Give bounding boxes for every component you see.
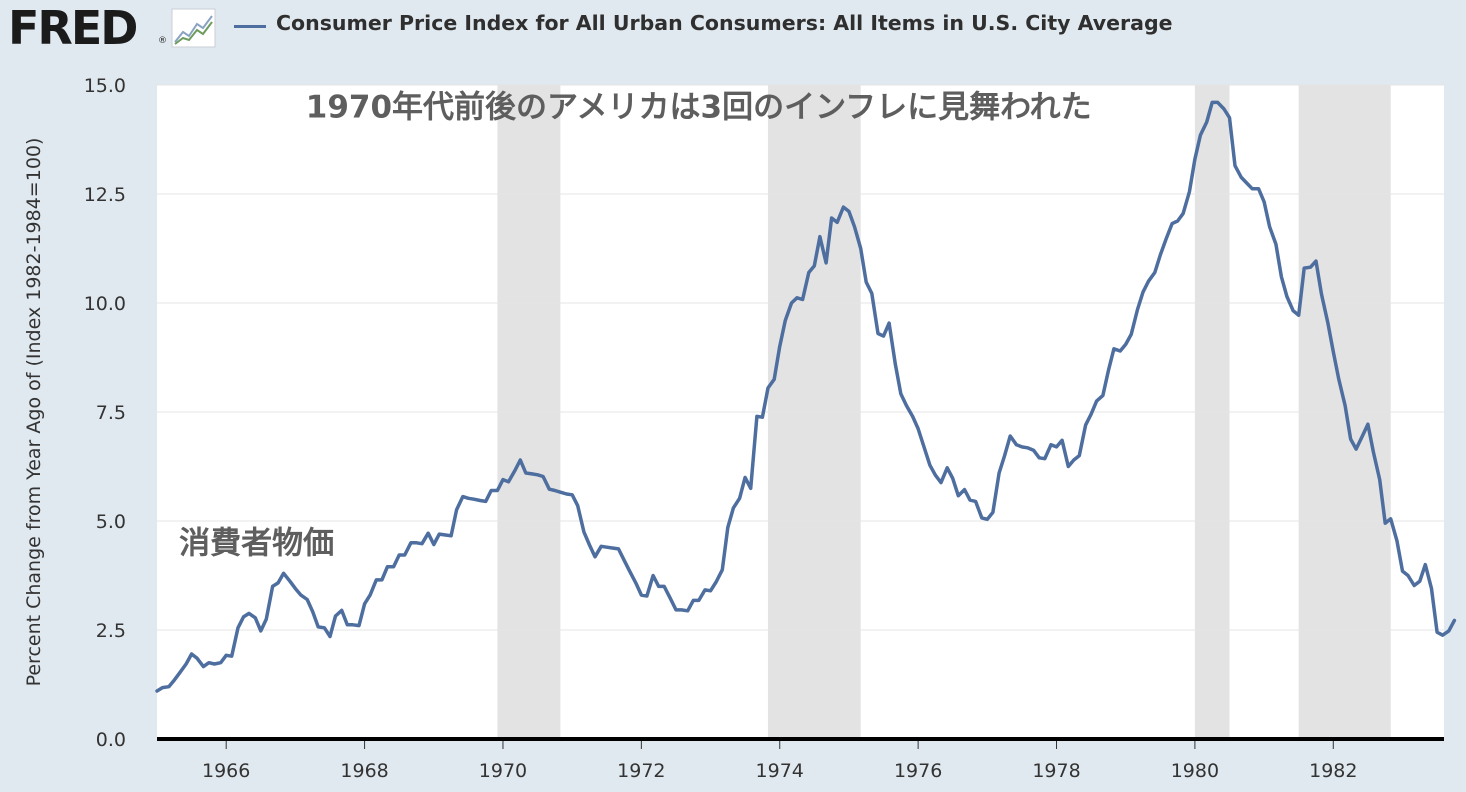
x-axis-ticks: 1966 1968 1970 1972 1974 1976 1978 1980 1982 bbox=[202, 739, 1357, 782]
legend-swatch bbox=[234, 25, 266, 28]
y-tick-label: 7.5 bbox=[96, 402, 126, 424]
series-line bbox=[155, 100, 1457, 693]
x-tick-label: 1974 bbox=[756, 760, 804, 782]
fred-graph-icon bbox=[171, 8, 216, 48]
line-chart: 0.0 2.5 5.0 7.5 10.0 12.5 15.0 1966 1968 1970 197… bbox=[23, 75, 1457, 782]
x-tick-label: 1966 bbox=[202, 760, 250, 782]
fred-logo[interactable]: FRED bbox=[8, 1, 138, 55]
y-tick-label: 10.0 bbox=[84, 293, 126, 315]
y-tick-label: 5.0 bbox=[96, 511, 126, 533]
registered-mark: ® bbox=[158, 36, 167, 46]
gridlines bbox=[157, 84, 1444, 631]
fred-header: FRED ® Consumer Price Index for All Urba… bbox=[0, 0, 1466, 58]
y-tick-label: 15.0 bbox=[84, 75, 126, 97]
x-tick-label: 1978 bbox=[1032, 760, 1080, 782]
y-axis-ticks: 0.0 2.5 5.0 7.5 10.0 12.5 15.0 bbox=[84, 75, 126, 751]
x-tick-label: 1972 bbox=[617, 760, 665, 782]
y-tick-label: 0.0 bbox=[96, 729, 126, 751]
x-tick-label: 1982 bbox=[1309, 760, 1357, 782]
x-tick-label: 1976 bbox=[894, 760, 942, 782]
series-title[interactable]: Consumer Price Index for All Urban Consu… bbox=[276, 11, 1173, 35]
y-axis-label: Percent Change from Year Ago of (Index 1… bbox=[23, 138, 45, 687]
y-tick-label: 12.5 bbox=[84, 184, 126, 206]
series-layer bbox=[155, 100, 1457, 693]
annotation-text: 1970年代前後のアメリカは3回のインフレに見舞われた bbox=[306, 90, 1092, 126]
annotation-text: 消費者物価 bbox=[179, 526, 334, 562]
x-tick-label: 1970 bbox=[479, 760, 527, 782]
x-tick-label: 1968 bbox=[340, 760, 388, 782]
y-tick-label: 2.5 bbox=[96, 620, 126, 642]
x-tick-label: 1980 bbox=[1171, 760, 1219, 782]
